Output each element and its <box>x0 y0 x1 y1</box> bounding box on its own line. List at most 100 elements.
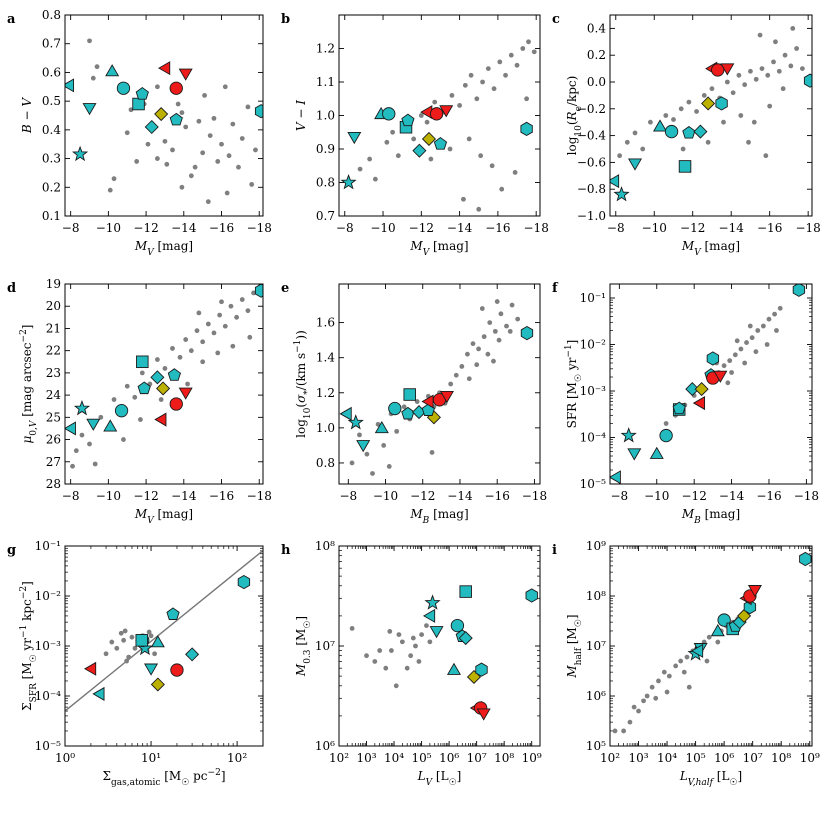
red-circle-marker <box>169 397 183 411</box>
comparison-point <box>211 115 217 121</box>
comparison-point <box>627 719 633 725</box>
comparison-point <box>757 32 763 38</box>
y-tick-label: 10⁻⁴ <box>580 430 607 444</box>
x-tick-label: −14 <box>719 489 745 503</box>
comparison-point <box>763 153 769 159</box>
comparison-point <box>636 708 641 714</box>
comparison-point <box>148 633 154 639</box>
comparison-point <box>624 139 630 145</box>
comparison-point <box>686 684 692 690</box>
y-axis-label: V − I <box>294 100 308 131</box>
olive-diamond-marker <box>421 131 437 146</box>
y-axis-label: B − V <box>20 97 34 135</box>
panel-g: 10⁰ 10¹ 10² 10⁻⁵ 10⁻⁴ 10⁻³ 10⁻² 10⁻¹ g Σgas,atomi… <box>7 539 264 788</box>
x-tick-label: −14 <box>719 221 745 235</box>
olive-diamond-marker <box>694 382 709 397</box>
cyan-leftTri-marker <box>610 174 620 189</box>
comparison-point <box>649 684 655 690</box>
comparison-point <box>94 64 100 70</box>
comparison-point <box>512 170 518 175</box>
x-tick-label: −18 <box>795 221 820 235</box>
comparison-point <box>224 190 230 196</box>
comparison-point <box>729 370 734 375</box>
comparison-point <box>129 634 135 640</box>
x-tick-label: −18 <box>524 221 549 235</box>
x-tick-label: −8 <box>607 221 625 235</box>
comparison-point <box>449 93 455 98</box>
comparison-point <box>386 464 392 469</box>
cyan-downTri-marker <box>356 440 371 453</box>
cyan-downTri-marker <box>82 103 97 116</box>
cyan-pentagon-marker <box>433 137 448 150</box>
comparison-point <box>194 328 200 334</box>
comparison-point <box>746 139 751 145</box>
red-circle-marker <box>170 663 184 677</box>
comparison-point <box>468 72 474 78</box>
panel-label: b <box>281 12 290 27</box>
red-downTri-marker <box>178 387 193 400</box>
y-tick-label: 10⁷ <box>315 639 335 653</box>
comparison-point <box>124 658 130 664</box>
cyan-star-marker <box>72 145 89 162</box>
y-tick-label: 28 <box>46 477 61 491</box>
comparison-point <box>721 363 727 369</box>
x-tick-label: −8 <box>62 489 80 503</box>
comparison-point <box>92 461 98 467</box>
comparison-point <box>526 39 531 45</box>
y-tick-label: 10⁸ <box>315 539 335 553</box>
y-tick-label: 0.2 <box>42 180 61 194</box>
comparison-point <box>122 628 128 634</box>
comparison-point <box>466 136 472 142</box>
red-downTri-marker <box>178 68 193 81</box>
comparison-point <box>480 79 485 85</box>
comparison-point <box>485 351 491 357</box>
comparison-point <box>764 342 770 347</box>
comparison-point <box>175 101 181 107</box>
x-tick-label: 10² <box>227 751 247 765</box>
comparison-point <box>520 46 526 51</box>
y-tick-label: −1.0 <box>577 209 606 223</box>
comparison-point <box>429 450 435 455</box>
red-downTri-marker <box>747 585 762 598</box>
comparison-point <box>107 187 113 193</box>
comparison-point <box>219 141 224 147</box>
comparison-point <box>678 106 684 112</box>
panel-frame <box>64 545 264 747</box>
comparison-point <box>432 99 438 105</box>
red-leftTri-marker <box>158 61 171 76</box>
comparison-point <box>114 645 120 651</box>
comparison-point <box>138 417 143 422</box>
cyan-hexagon-marker <box>715 96 728 111</box>
comparison-point <box>349 460 355 466</box>
comparison-point <box>748 68 753 74</box>
comparison-point <box>799 66 805 71</box>
comparison-point <box>673 663 679 669</box>
y-tick-label: 0.8 <box>42 8 61 22</box>
comparison-point <box>132 645 138 651</box>
red-leftTri-marker <box>154 412 167 427</box>
cyan-downTri-marker <box>627 448 642 461</box>
cyan-diamond-marker <box>150 370 165 385</box>
comparison-point <box>504 323 509 329</box>
x-tick-label: 10⁶ <box>439 751 459 765</box>
y-tick-label: 10⁻³ <box>580 384 607 398</box>
x-tick-label: −8 <box>339 489 357 503</box>
panel-e-plot <box>339 299 534 476</box>
comparison-point <box>497 59 503 65</box>
comparison-point <box>465 351 470 357</box>
comparison-point <box>205 321 211 327</box>
comparison-point <box>251 290 256 296</box>
comparison-point <box>377 648 383 653</box>
olive-diamond-marker <box>737 608 752 623</box>
x-axis-label: MV [mag] <box>134 239 193 258</box>
x-axis-label: Σgas,atomic [M☉ pc−2] <box>102 768 225 788</box>
panel-label: g <box>7 543 16 558</box>
red-downTri-marker <box>476 708 491 721</box>
cyan-hexagon-marker <box>520 121 533 137</box>
cyan-leftTri-marker <box>422 608 436 623</box>
comparison-point <box>424 119 430 125</box>
panel-frame <box>338 545 541 747</box>
x-axis-label: LV,half [L☉] <box>679 769 742 788</box>
x-tick-label: −16 <box>485 489 510 503</box>
x-tick-label: −14 <box>447 489 473 503</box>
